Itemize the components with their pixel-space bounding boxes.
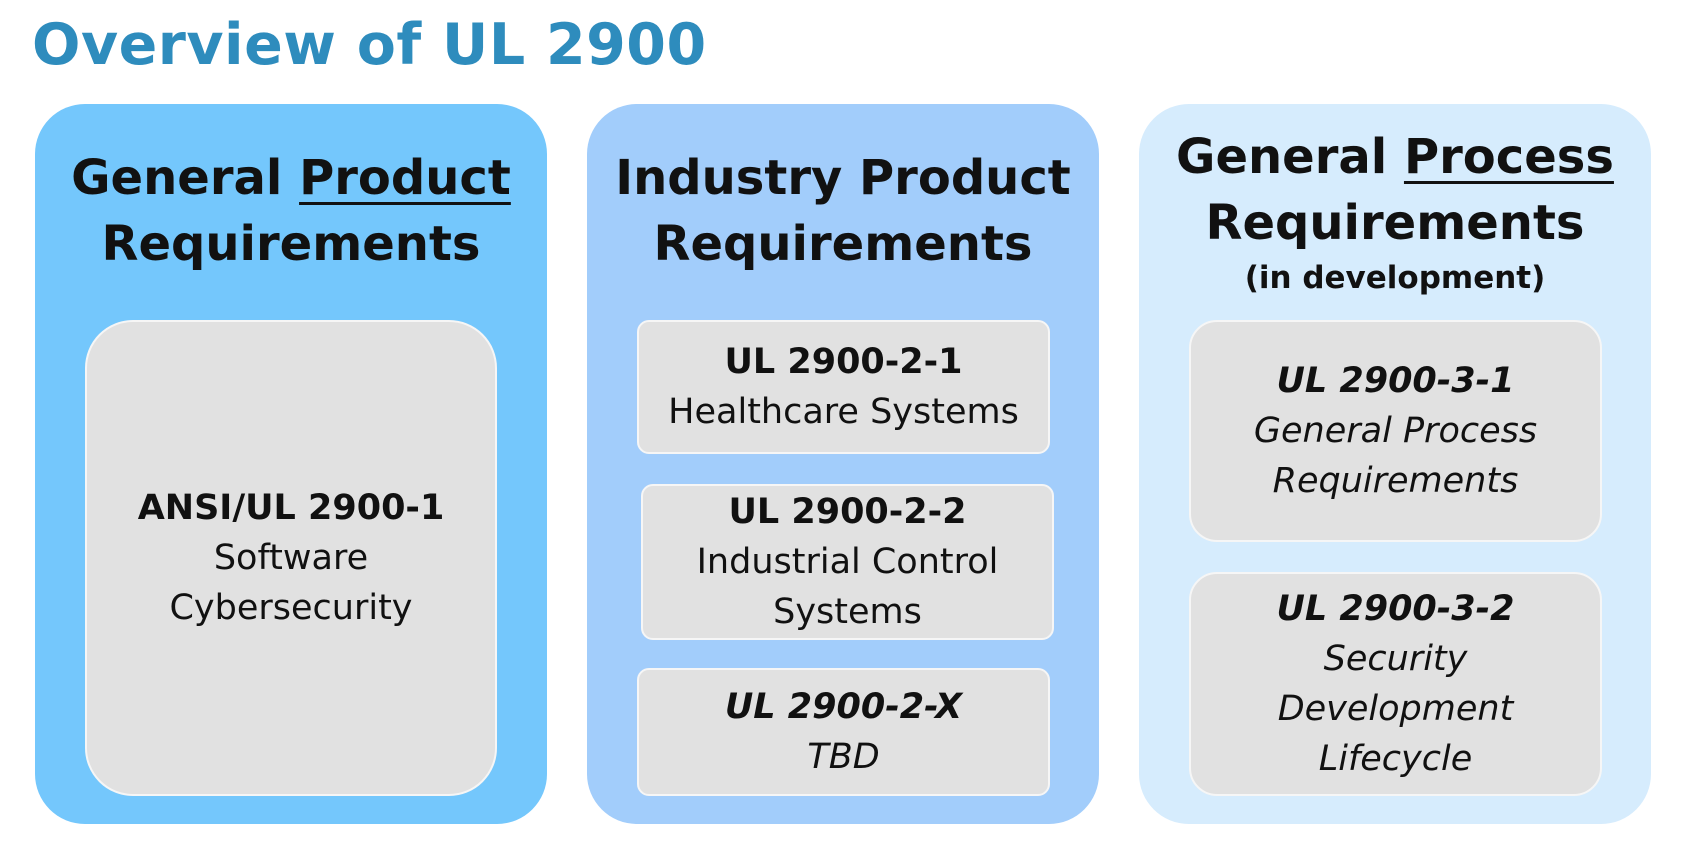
card-line: Industrial Control — [696, 542, 999, 582]
general-process-requirements-panel: General Process Requirements (in develop… — [1139, 104, 1651, 824]
card-code: UL 2900-3-1 — [1276, 361, 1515, 401]
ansi-ul-2900-1-card: ANSI/UL 2900-1 Software Cybersecurity — [85, 320, 497, 796]
card-code: UL 2900-2-X — [724, 687, 963, 727]
general-product-heading-underlined: Product — [299, 150, 511, 206]
ul-2900-2-1-card: UL 2900-2-1 Healthcare Systems — [637, 320, 1050, 454]
card-line: Lifecycle — [1318, 739, 1473, 779]
card-line: Development — [1277, 689, 1514, 729]
card-line: General Process — [1253, 411, 1538, 451]
general-process-heading-underlined: Process — [1403, 129, 1614, 185]
card-code: UL 2900-3-2 — [1276, 589, 1515, 629]
card-code: ANSI/UL 2900-1 — [137, 488, 445, 528]
card-line: TBD — [807, 737, 880, 777]
ul-2900-3-2-card: UL 2900-3-2 Security Development Lifecyc… — [1189, 572, 1602, 796]
ul-2900-2-x-card: UL 2900-2-X TBD — [637, 668, 1050, 796]
card-line: Systems — [773, 592, 922, 632]
in-development-note: (in development) — [1244, 260, 1546, 296]
industry-product-requirements-panel: Industry Product Requirements UL 2900-2-… — [587, 104, 1099, 824]
general-process-heading-plain: General — [1176, 129, 1404, 185]
card-line: Software — [213, 538, 369, 578]
industry-product-heading-line2: Requirements — [653, 216, 1033, 272]
ul-2900-2-2-card: UL 2900-2-2 Industrial Control Systems — [641, 484, 1054, 640]
card-line: Security — [1323, 639, 1468, 679]
general-product-heading-line2: Requirements — [101, 216, 481, 272]
ul-2900-3-1-card: UL 2900-3-1 General Process Requirements — [1189, 320, 1602, 542]
card-code: UL 2900-2-1 — [724, 342, 963, 382]
general-product-heading-plain: General — [71, 150, 300, 206]
general-process-heading-line2: Requirements — [1205, 195, 1585, 251]
page-title: Overview of UL 2900 — [32, 12, 707, 78]
card-line: Healthcare Systems — [668, 392, 1019, 432]
card-code: UL 2900-2-2 — [728, 492, 967, 532]
general-product-requirements-panel: General Product Requirements ANSI/UL 290… — [35, 104, 547, 824]
card-line: Cybersecurity — [169, 588, 413, 628]
industry-product-heading: Industry Product — [615, 150, 1071, 206]
general-product-heading: General Product — [35, 145, 547, 211]
card-line: Requirements — [1272, 461, 1519, 501]
general-process-heading: General Process — [1139, 124, 1651, 190]
